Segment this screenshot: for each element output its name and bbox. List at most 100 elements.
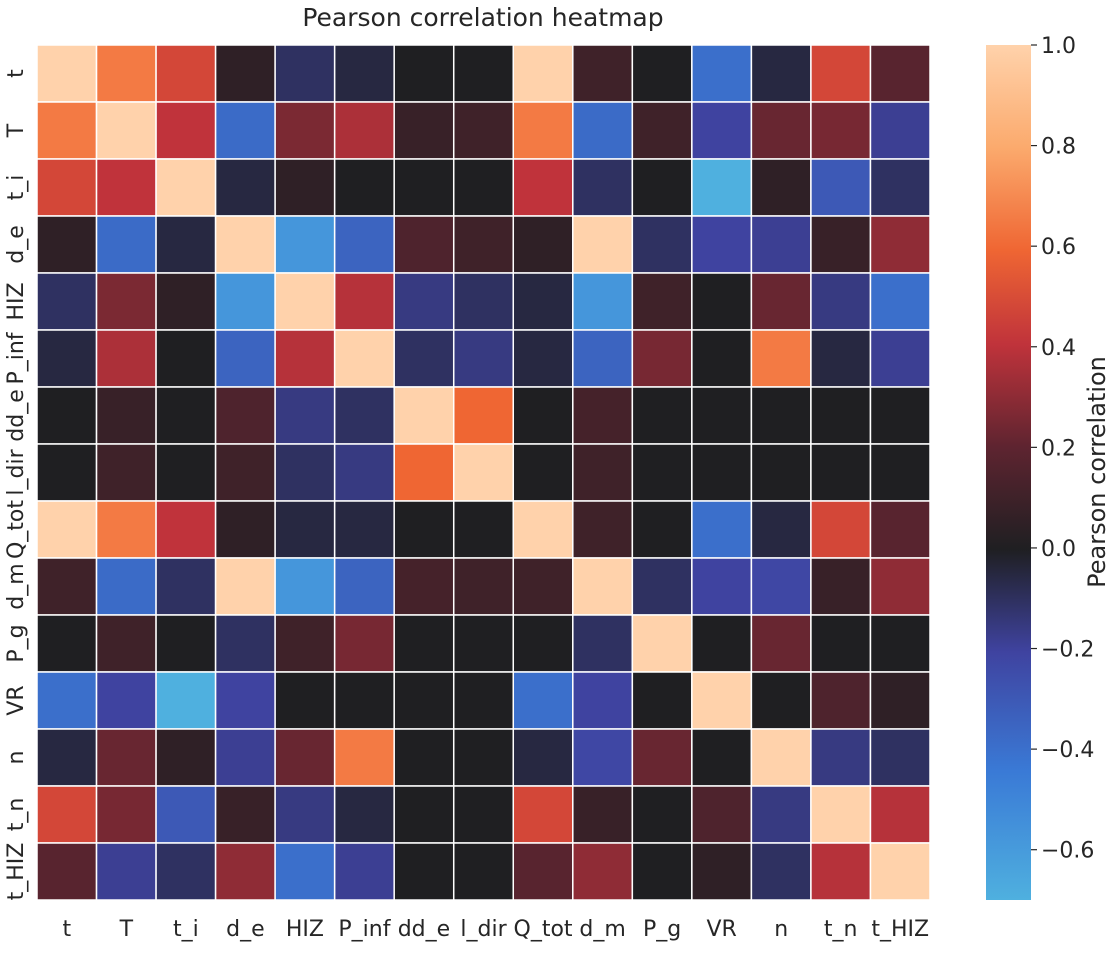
colorbar-tick-label: −0.6 [1041,839,1094,864]
heatmap-cell-d_e-t_i [155,215,217,274]
colorbar-tick-label: 0.2 [1041,436,1076,461]
heatmap-cell-T-Q_tot [512,101,574,160]
heatmap-cell-HIZ-t_i [155,272,217,331]
heatmap-cell-dd_e-Q_tot [512,386,574,445]
heatmap-cell-dd_e-n [750,386,812,445]
heatmap-cell-n-T [95,728,157,787]
heatmap-cell-d_e-dd_e [393,215,455,274]
heatmap-cell-P_g-HIZ [274,614,336,673]
heatmap-cell-t_i-t_HIZ [869,158,931,217]
x-tick-label: t_i [173,917,199,942]
heatmap-cell-n-HIZ [274,728,336,787]
heatmap-cell-l_dir-t_i [155,443,217,502]
heatmap-cell-HIZ-d_m [572,272,634,331]
heatmap-cell-VR-HIZ [274,671,336,730]
heatmap-cell-VR-VR [691,671,753,730]
heatmap-cell-t_i-T [95,158,157,217]
heatmap-cell-VR-Q_tot [512,671,574,730]
heatmap-cell-VR-d_m [572,671,634,730]
heatmap-cell-VR-l_dir [452,671,515,730]
heatmap-cell-HIZ-d_e [214,272,276,331]
heatmap-cell-P_inf-t_i [155,329,217,388]
heatmap-cell-P_g-t_i [155,614,217,673]
heatmap-cell-T-t [36,101,98,160]
heatmap-cell-n-t [36,728,98,787]
heatmap-cell-t_n-d_m [572,785,634,844]
heatmap-cell-T-P_inf [333,101,395,160]
heatmap-cell-dd_e-P_inf [333,386,395,445]
heatmap-cell-dd_e-t_HIZ [869,386,931,445]
heatmap-cell-dd_e-T [95,386,157,445]
heatmap-cell-t_n-d_e [214,785,276,844]
colorbar-tick-label: 0.6 [1041,235,1076,260]
heatmap-cell-dd_e-P_g [631,386,693,445]
heatmap-cells [36,44,931,901]
x-tick-label: P_inf [338,917,391,942]
heatmap-cell-t-P_inf [333,44,395,103]
heatmap-cell-HIZ-l_dir [452,272,515,331]
heatmap-cell-Q_tot-t_i [155,500,217,559]
chart-title: Pearson correlation heatmap [302,3,663,32]
heatmap-cell-Q_tot-dd_e [393,500,455,559]
heatmap-cell-dd_e-t_n [810,386,872,445]
heatmap-cell-Q_tot-P_inf [333,500,395,559]
heatmap-cell-t_n-Q_tot [512,785,574,844]
x-tick-label: t_HIZ [871,917,929,942]
heatmap-cell-P_inf-d_m [572,329,634,388]
heatmap-cell-t_HIZ-t [36,842,98,901]
heatmap-cell-HIZ-dd_e [393,272,455,331]
heatmap-cell-d_m-t [36,557,98,616]
heatmap-cell-P_inf-HIZ [274,329,336,388]
heatmap-cell-d_m-T [95,557,157,616]
y-tick-label: Q_tot [4,500,29,559]
heatmap-cell-t_HIZ-t_n [810,842,872,901]
heatmap-cell-l_dir-HIZ [274,443,336,502]
heatmap-cell-Q_tot-VR [691,500,753,559]
y-tick-label: n [4,751,29,765]
y-tick-label: VR [4,685,29,715]
heatmap-cell-P_inf-n [750,329,812,388]
heatmap-cell-dd_e-l_dir [452,386,515,445]
y-tick-label: t_n [4,798,29,832]
heatmap-cell-t_HIZ-t_i [155,842,217,901]
heatmap-cell-d_m-t_i [155,557,217,616]
heatmap-cell-t_HIZ-HIZ [274,842,336,901]
heatmap-cell-T-VR [691,101,753,160]
heatmap-cell-l_dir-dd_e [393,443,455,502]
heatmap-cell-dd_e-dd_e [393,386,455,445]
heatmap-cell-Q_tot-T [95,500,157,559]
heatmap-cell-VR-t_i [155,671,217,730]
heatmap-cell-P_inf-t [36,329,98,388]
heatmap-cell-t_i-HIZ [274,158,336,217]
heatmap-cell-t_i-n [750,158,812,217]
heatmap-cell-t_HIZ-T [95,842,157,901]
heatmap-cell-l_dir-VR [691,443,753,502]
y-tick-label: t_HIZ [4,843,29,901]
heatmap-cell-n-d_m [572,728,634,787]
heatmap-cell-t-dd_e [393,44,455,103]
heatmap-cell-Q_tot-t [36,500,98,559]
heatmap-cell-t_n-t_i [155,785,217,844]
heatmap-cell-d_m-l_dir [452,557,515,616]
heatmap-cell-d_m-dd_e [393,557,455,616]
y-tick-labels: t Tt_i d_e HIZ P_inf dd_e l_dir Q_tot d_m P_g VR n t… [4,69,29,901]
heatmap-cell-l_dir-t_n [810,443,872,502]
heatmap-cell-l_dir-d_m [572,443,634,502]
heatmap-cell-VR-P_g [631,671,693,730]
heatmap-cell-l_dir-l_dir [452,443,515,502]
heatmap-cell-t-P_g [631,44,693,103]
heatmap-cell-Q_tot-t_HIZ [869,500,931,559]
heatmap-cell-t_HIZ-t_HIZ [869,842,931,901]
heatmap-cell-dd_e-VR [691,386,753,445]
heatmap-cell-t_HIZ-dd_e [393,842,455,901]
heatmap-cell-T-t_HIZ [869,101,931,160]
heatmap-cell-Q_tot-Q_tot [512,500,574,559]
heatmap-cell-HIZ-T [95,272,157,331]
y-tick-label: t_i [4,175,29,201]
heatmap-cell-t_i-d_m [572,158,634,217]
heatmap-cell-T-l_dir [452,101,515,160]
heatmap-cell-T-t_n [810,101,872,160]
heatmap-cell-l_dir-P_inf [333,443,395,502]
heatmap-cell-t-Q_tot [512,44,574,103]
heatmap-cell-t_n-l_dir [452,785,515,844]
